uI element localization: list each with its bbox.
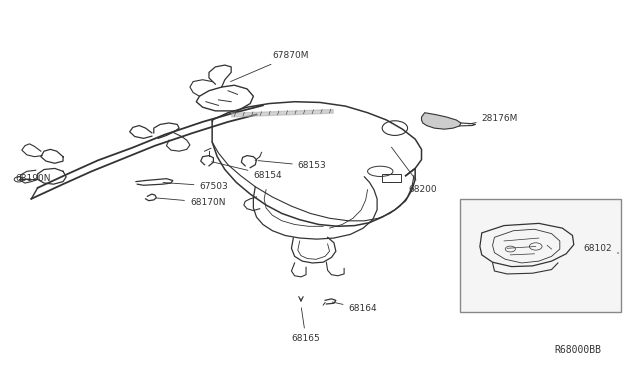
Text: 68164: 68164 xyxy=(332,302,377,313)
Text: 68170N: 68170N xyxy=(157,198,225,207)
Text: R68000BB: R68000BB xyxy=(555,344,602,355)
Text: 68154: 68154 xyxy=(212,162,282,180)
Bar xyxy=(460,199,621,312)
Text: 28176M: 28176M xyxy=(468,114,518,124)
Text: 68200: 68200 xyxy=(392,147,438,194)
Text: 68190N: 68190N xyxy=(15,174,51,183)
Text: 67870M: 67870M xyxy=(230,51,309,81)
Text: 68153: 68153 xyxy=(258,161,326,170)
Bar xyxy=(382,174,401,182)
Text: 67503: 67503 xyxy=(163,182,228,190)
Text: 68165: 68165 xyxy=(291,308,320,343)
Polygon shape xyxy=(422,113,461,129)
Text: 68102: 68102 xyxy=(583,244,619,253)
